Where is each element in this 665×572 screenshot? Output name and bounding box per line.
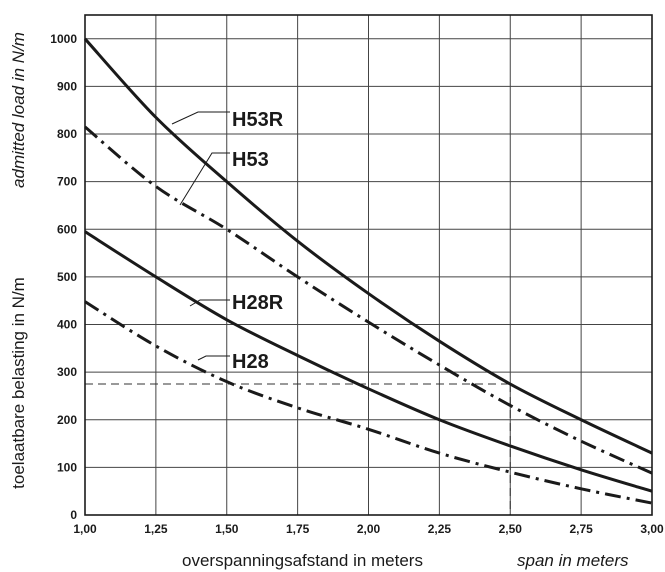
y-axis-title-en: admitted load in N/m bbox=[9, 32, 28, 188]
grid bbox=[84, 15, 653, 516]
x-axis-title-en: span in meters bbox=[517, 551, 629, 570]
series-leaders bbox=[171, 111, 230, 361]
y-tick-label: 400 bbox=[57, 318, 77, 332]
leader-h53 bbox=[179, 152, 230, 206]
x-tick-label: 1,75 bbox=[286, 522, 310, 536]
y-tick-label: 0 bbox=[70, 508, 77, 522]
x-tick-label: 2,75 bbox=[569, 522, 593, 536]
leader-h28 bbox=[197, 355, 230, 361]
leader-h28r bbox=[189, 299, 230, 307]
x-tick-label: 2,00 bbox=[357, 522, 381, 536]
series-label-h53r: H53R bbox=[232, 109, 284, 131]
series-line-h28r bbox=[84, 230, 653, 493]
series-line-h28 bbox=[84, 300, 653, 505]
series-line-h53r bbox=[83, 37, 653, 455]
x-tick-label: 1,00 bbox=[73, 522, 97, 536]
series-label-h28: H28 bbox=[232, 351, 269, 373]
x-tick-label: 2,25 bbox=[428, 522, 452, 536]
x-tick-label: 1,50 bbox=[215, 522, 239, 536]
plot-frame bbox=[84, 14, 653, 516]
y-tick-label: 100 bbox=[57, 460, 77, 474]
tick-labels: 1,00 1,25 1,50 1,75 2,00 2,25 2,50 2,75 3,00 0 100… bbox=[50, 32, 664, 536]
leader-h53r bbox=[171, 111, 230, 125]
y-tick-label: 600 bbox=[57, 222, 77, 236]
y-tick-label: 800 bbox=[57, 127, 77, 141]
y-tick-label: 200 bbox=[57, 413, 77, 427]
y-tick-label: 900 bbox=[57, 79, 77, 93]
y-axis-title: toelaatbare belasting in N/m bbox=[9, 277, 28, 489]
reference-lines bbox=[85, 383, 511, 515]
series-lines bbox=[83, 37, 653, 505]
x-tick-label: 2,50 bbox=[499, 522, 523, 536]
series-label-h28r: H28R bbox=[232, 292, 284, 314]
y-tick-label: 1000 bbox=[50, 32, 77, 46]
y-tick-label: 300 bbox=[57, 365, 77, 379]
x-axis-title: overspanningsafstand in meters bbox=[182, 551, 423, 570]
series-label-h53: H53 bbox=[232, 149, 269, 171]
y-tick-label: 700 bbox=[57, 175, 77, 189]
x-tick-label: 3,00 bbox=[640, 522, 664, 536]
series-line-h53 bbox=[84, 125, 653, 475]
y-tick-label: 500 bbox=[57, 270, 77, 284]
x-tick-label: 1,25 bbox=[144, 522, 168, 536]
